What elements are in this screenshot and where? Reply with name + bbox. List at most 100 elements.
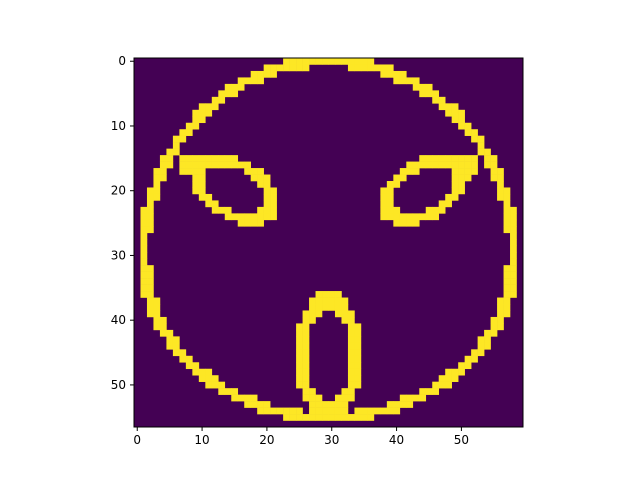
heatmap-cell: [205, 381, 213, 389]
heatmap-cell: [263, 181, 271, 188]
heatmap-cell: [451, 193, 459, 201]
heatmap-cell: [367, 407, 375, 415]
heatmap-cell: [244, 401, 251, 408]
heatmap-cell: [425, 206, 433, 214]
heatmap-cell: [484, 148, 491, 156]
heatmap-cell: [283, 64, 290, 72]
heatmap-cell: [510, 278, 517, 285]
heatmap-cell: [270, 200, 277, 208]
heatmap-cell: [425, 213, 433, 221]
heatmap-cell: [406, 394, 414, 402]
heatmap-cell: [315, 401, 323, 408]
heatmap-cell: [341, 304, 349, 311]
heatmap-cell: [192, 181, 200, 188]
heatmap-cell: [425, 388, 433, 395]
heatmap-cell: [192, 168, 200, 175]
heatmap-cell: [244, 219, 251, 227]
heatmap-cell: [198, 181, 206, 188]
heatmap-cell: [328, 407, 336, 415]
heatmap-cell: [497, 297, 504, 305]
heatmap-cell: [503, 278, 511, 285]
heatmap-cell: [412, 394, 420, 402]
heatmap-cell: [406, 219, 414, 227]
heatmap-cell: [510, 213, 517, 221]
heatmap-cell: [347, 368, 355, 376]
y-tick-label: 40: [111, 313, 126, 327]
heatmap-cell: [231, 213, 239, 221]
heatmap-cell: [458, 181, 465, 188]
heatmap-cell: [354, 336, 362, 344]
heatmap-cell: [458, 168, 465, 175]
heatmap-cell: [153, 323, 161, 331]
heatmap-cell: [347, 323, 355, 331]
heatmap-cell: [309, 304, 316, 311]
heatmap-cell: [386, 206, 394, 214]
heatmap-cell: [438, 155, 446, 162]
heatmap-cell: [198, 375, 206, 382]
heatmap-cell: [471, 168, 478, 175]
heatmap-cell: [302, 323, 310, 331]
heatmap-cell: [341, 414, 349, 421]
heatmap-cell: [211, 155, 219, 162]
heatmap-cell: [367, 414, 375, 421]
heatmap-cell: [146, 304, 154, 311]
heatmap-cell: [283, 414, 290, 421]
heatmap-cell: [451, 187, 459, 195]
heatmap-cell: [328, 304, 336, 311]
heatmap-cell: [276, 64, 284, 72]
heatmap-cell: [237, 161, 245, 169]
heatmap-cell: [445, 193, 452, 201]
heatmap-cell: [198, 193, 206, 201]
heatmap-cell: [458, 122, 465, 130]
heatmap-cell: [471, 161, 478, 169]
heatmap-cell: [438, 206, 446, 214]
heatmap-cell: [296, 362, 303, 370]
heatmap-cell: [419, 388, 427, 395]
heatmap-cell: [140, 213, 148, 221]
x-tick-label: 40: [389, 433, 404, 447]
heatmap-cell: [354, 362, 362, 370]
heatmap-cell: [399, 401, 407, 408]
x-tick-label: 30: [324, 433, 339, 447]
heatmap-cell: [484, 342, 491, 350]
heatmap-cell: [231, 90, 239, 98]
heatmap-cell: [432, 381, 440, 389]
heatmap-cell: [257, 181, 264, 188]
heatmap-cell: [354, 355, 362, 363]
heatmap-cell: [347, 329, 355, 337]
heatmap-cell: [328, 297, 336, 305]
heatmap-cell: [263, 407, 271, 415]
heatmap-cell: [315, 291, 323, 298]
heatmap-cell: [458, 161, 465, 169]
heatmap-cell: [458, 187, 465, 195]
heatmap-cell: [302, 375, 310, 382]
heatmap-cell: [490, 174, 498, 182]
heatmap-cell: [140, 245, 148, 253]
heatmap-cell: [296, 329, 303, 337]
heatmap-cell: [497, 168, 504, 175]
heatmap-cell: [302, 329, 310, 337]
heatmap-cell: [198, 161, 206, 169]
heatmap-cell: [490, 316, 498, 324]
heatmap-cell: [296, 381, 303, 389]
heatmap-cell: [205, 193, 213, 201]
heatmap-cell: [205, 103, 213, 111]
heatmap-cell: [159, 316, 167, 324]
heatmap-cell: [451, 174, 459, 182]
heatmap-cell: [179, 161, 187, 169]
heatmap-cell: [263, 193, 271, 201]
heatmap-cell: [399, 70, 407, 78]
heatmap-cell: [503, 271, 511, 279]
x-tick-label: 0: [133, 433, 141, 447]
heatmap-cell: [192, 161, 200, 169]
heatmap-cell: [445, 161, 452, 169]
heatmap-cell: [302, 316, 310, 324]
heatmap-cell: [380, 70, 388, 78]
heatmap-cell: [296, 414, 303, 421]
heatmap-cell: [224, 83, 232, 91]
heatmap-cell: [153, 174, 161, 182]
heatmap-cell: [477, 142, 485, 149]
heatmap-cell: [380, 64, 388, 72]
heatmap-cell: [451, 161, 459, 169]
heatmap-cell: [347, 381, 355, 389]
